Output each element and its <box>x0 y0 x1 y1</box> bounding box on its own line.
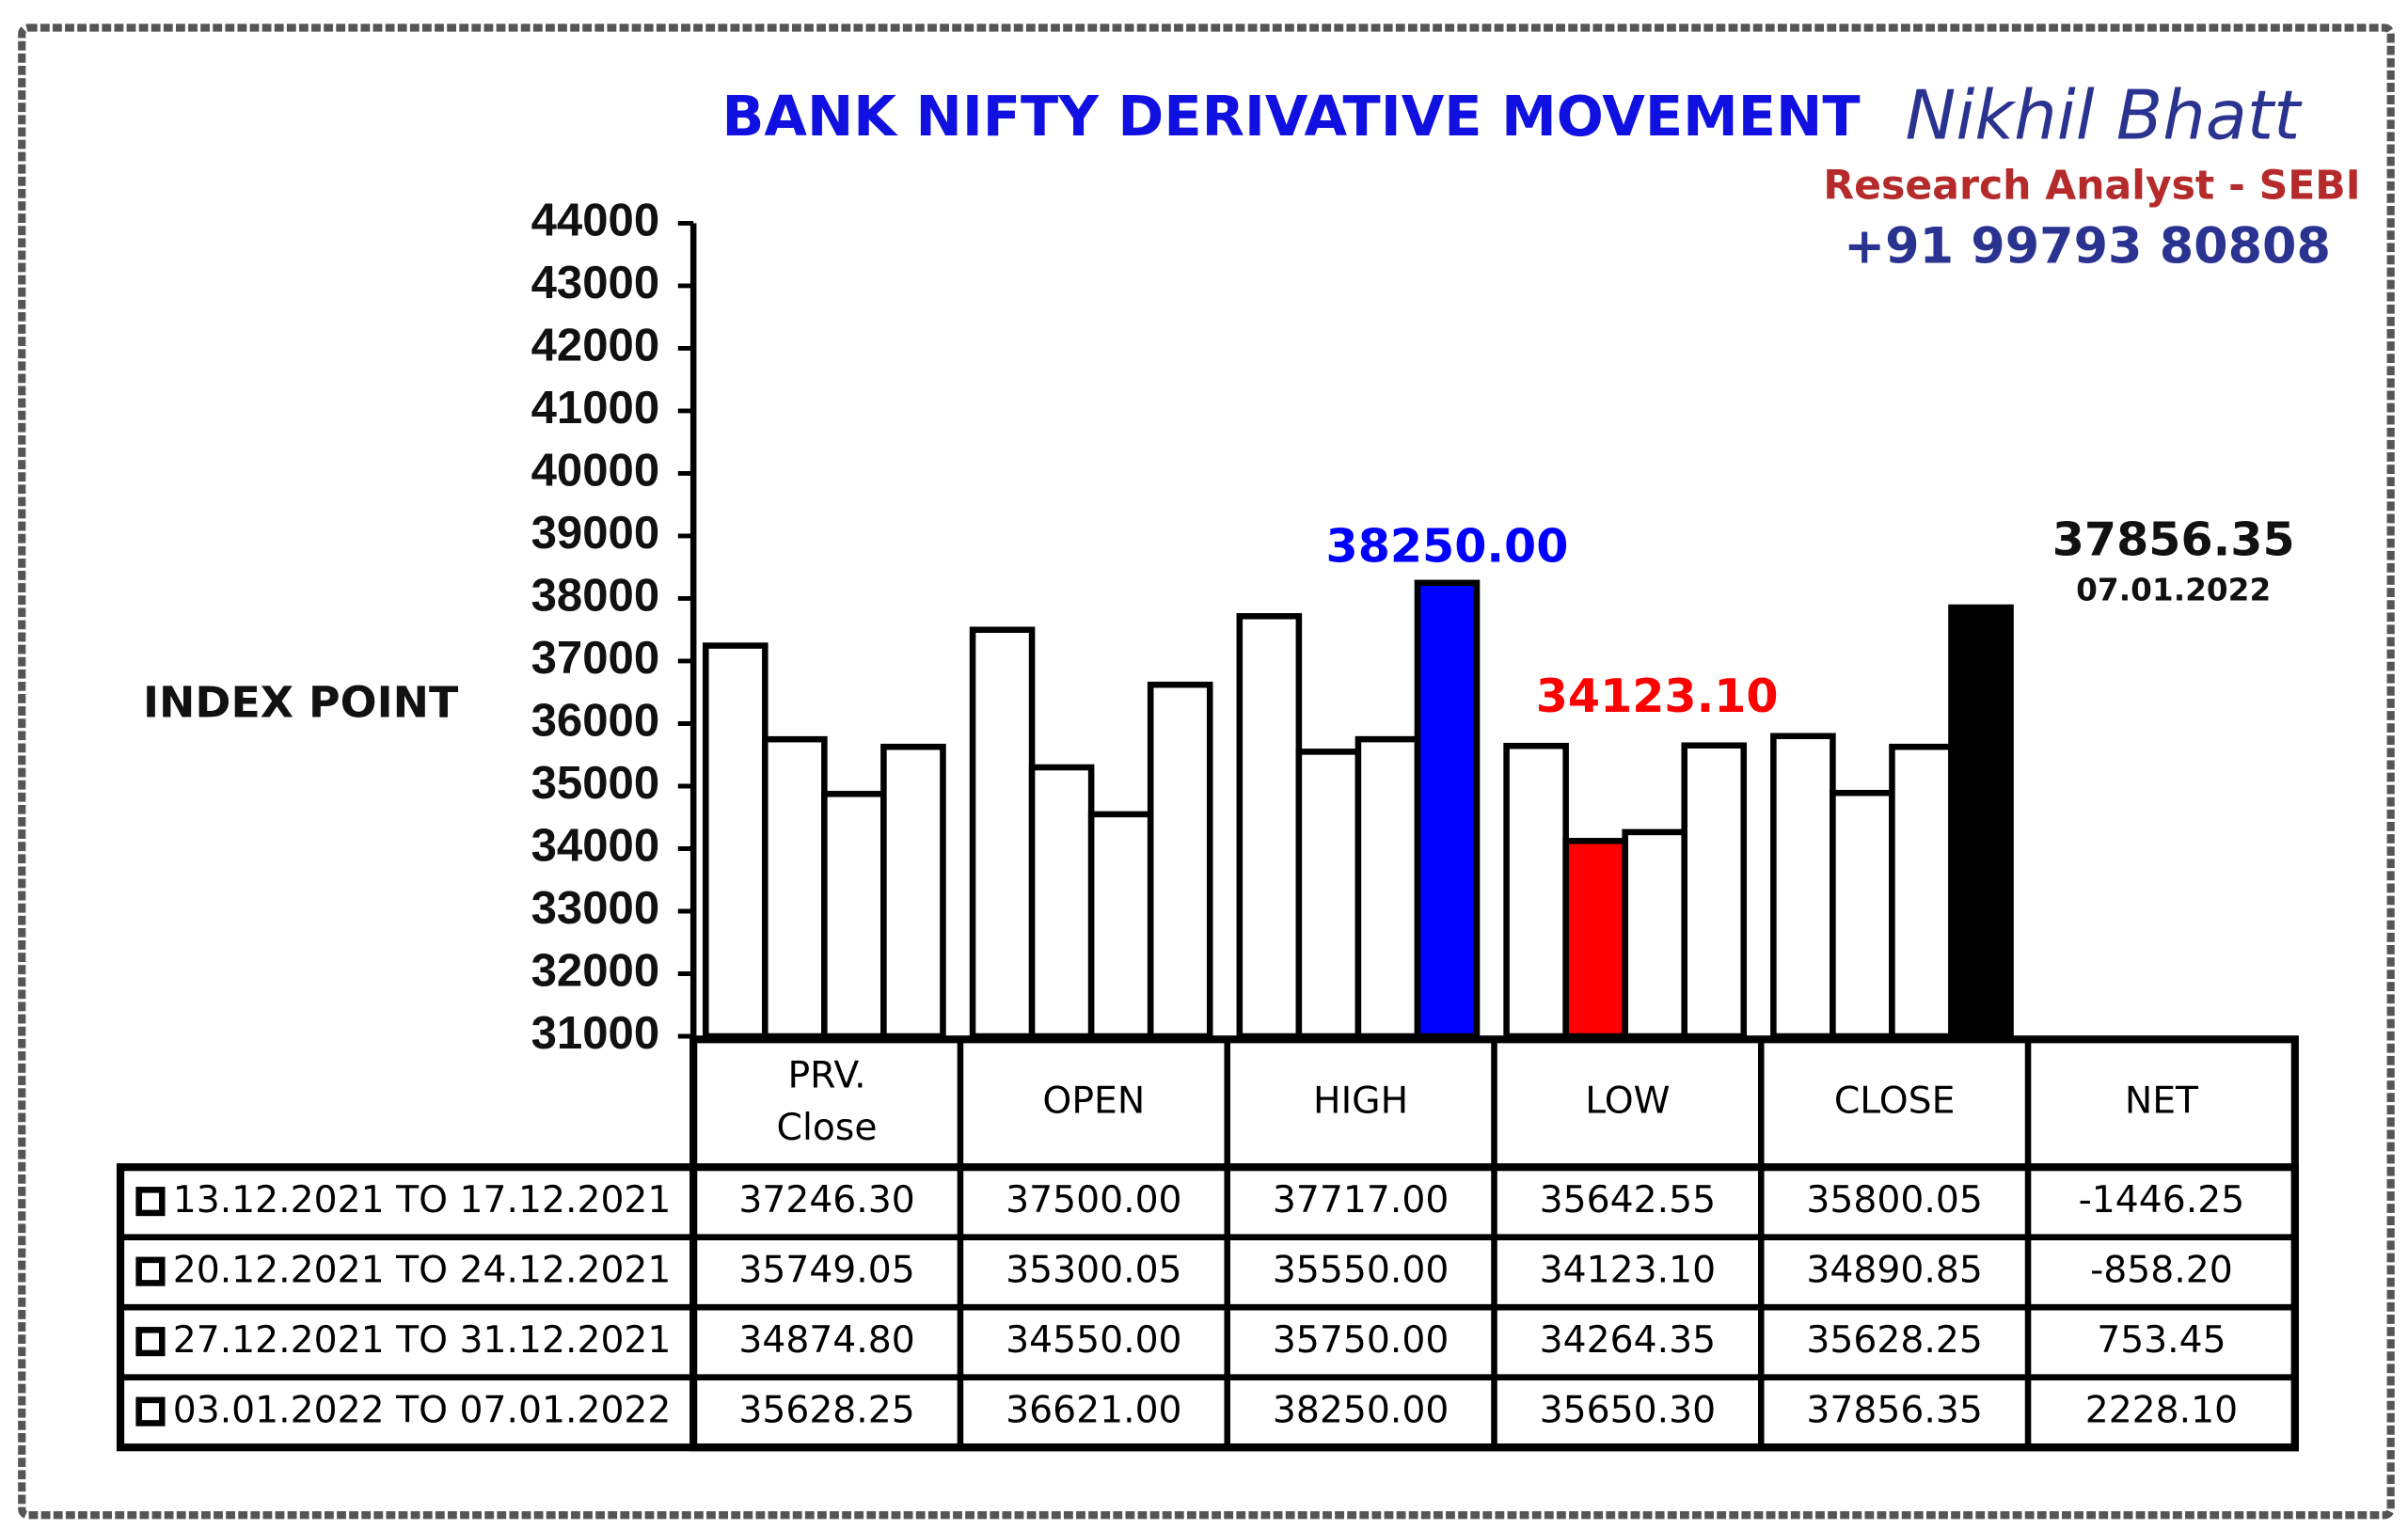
bar <box>880 743 946 1040</box>
column-header: NET <box>2125 1080 2199 1123</box>
phone: +91 99793 80808 <box>1844 217 2331 275</box>
column-header: OPEN <box>1042 1080 1145 1123</box>
y-tick-label: 32000 <box>531 945 660 996</box>
y-tick-label: 33000 <box>531 883 660 934</box>
table-cell: 35642.55 <box>1540 1179 1716 1222</box>
table-cell: 753.45 <box>2097 1319 2226 1362</box>
table-cell: 2228.10 <box>2085 1389 2238 1431</box>
y-tick-label: 43000 <box>531 258 660 308</box>
annotation: 37856.35 <box>2052 512 2295 567</box>
table-cell: 36621.00 <box>1006 1389 1181 1431</box>
table-cell: 35628.25 <box>1806 1319 1982 1362</box>
annotation-date: 07.01.2022 <box>2076 573 2271 608</box>
row-label: 27.12.2021 TO 31.12.2021 <box>173 1319 672 1362</box>
table-cell: 37717.00 <box>1273 1179 1449 1222</box>
y-tick-label: 37000 <box>531 633 660 684</box>
bar <box>1889 743 1955 1040</box>
y-axis-label: INDEX POINT <box>143 676 459 727</box>
bar <box>1414 579 1481 1040</box>
row-label: 03.01.2022 TO 07.01.2022 <box>173 1389 672 1431</box>
bar <box>762 735 828 1040</box>
y-tick-label: 34000 <box>531 820 660 871</box>
bar <box>703 642 768 1040</box>
bar <box>1562 838 1628 1040</box>
y-tick-label: 31000 <box>531 1008 660 1059</box>
row-label: 13.12.2021 TO 17.12.2021 <box>173 1179 672 1222</box>
table-cell: 34874.80 <box>738 1319 914 1362</box>
bar <box>969 626 1036 1040</box>
table-cell: -858.20 <box>2090 1249 2233 1291</box>
table-cell: -1446.25 <box>2079 1179 2245 1222</box>
annotation: 34123.10 <box>1536 669 1779 723</box>
y-tick-label: 41000 <box>531 383 660 433</box>
table-cell: 35650.30 <box>1540 1389 1716 1431</box>
chart-title: BANK NIFTY DERIVATIVE MOVEMENT <box>721 84 1860 149</box>
bar <box>1147 681 1213 1040</box>
column-header: HIGH <box>1313 1080 1408 1123</box>
table-cell: 37246.30 <box>738 1179 914 1222</box>
legend-marker <box>135 1256 166 1286</box>
table-cell: 35628.25 <box>738 1389 914 1431</box>
legend-marker <box>135 1327 166 1357</box>
bar <box>1354 735 1421 1040</box>
table-cell: 35800.05 <box>1806 1179 1982 1222</box>
table-cell: 37500.00 <box>1006 1179 1181 1222</box>
bar <box>1681 742 1748 1040</box>
table-cell: 37856.35 <box>1806 1389 1982 1431</box>
y-tick-label: 38000 <box>531 570 660 621</box>
y-tick-label: 36000 <box>531 695 660 746</box>
bar <box>1948 604 2014 1040</box>
bar <box>1087 811 1154 1040</box>
column-header: PRV. Close <box>777 1054 878 1149</box>
bar <box>1028 764 1095 1040</box>
table-cell: 35300.05 <box>1006 1249 1181 1291</box>
table-cell: 35750.00 <box>1273 1319 1449 1362</box>
row-label: 20.12.2021 TO 24.12.2021 <box>173 1249 672 1291</box>
author: Nikhil Bhatt <box>1906 75 2304 154</box>
y-tick-label: 44000 <box>531 195 660 245</box>
annotation: 38250.00 <box>1326 518 1569 573</box>
y-tick-label: 39000 <box>531 508 660 559</box>
bar <box>1503 742 1569 1040</box>
bar <box>1236 613 1303 1040</box>
table-cell: 35550.00 <box>1273 1249 1449 1291</box>
table-cell: 34550.00 <box>1006 1319 1181 1362</box>
bar <box>1830 789 1895 1040</box>
column-header: LOW <box>1585 1080 1670 1123</box>
column-header: CLOSE <box>1834 1080 1956 1123</box>
table-cell: 34264.35 <box>1540 1319 1716 1362</box>
legend-marker <box>135 1187 166 1217</box>
author-role: Research Analyst - SEBI <box>1823 162 2360 209</box>
table-cell: 34123.10 <box>1540 1249 1716 1291</box>
table-cell: 34890.85 <box>1806 1249 1982 1291</box>
table-cell: 35749.05 <box>738 1249 914 1291</box>
y-tick-label: 40000 <box>531 445 660 496</box>
bar <box>821 791 887 1040</box>
bar <box>1770 733 1836 1040</box>
y-tick-label: 35000 <box>531 758 660 809</box>
y-tick-label: 42000 <box>531 320 660 370</box>
bar <box>1622 828 1687 1040</box>
bar <box>1295 749 1362 1040</box>
legend-marker <box>135 1396 166 1427</box>
table-cell: 38250.00 <box>1273 1389 1449 1431</box>
